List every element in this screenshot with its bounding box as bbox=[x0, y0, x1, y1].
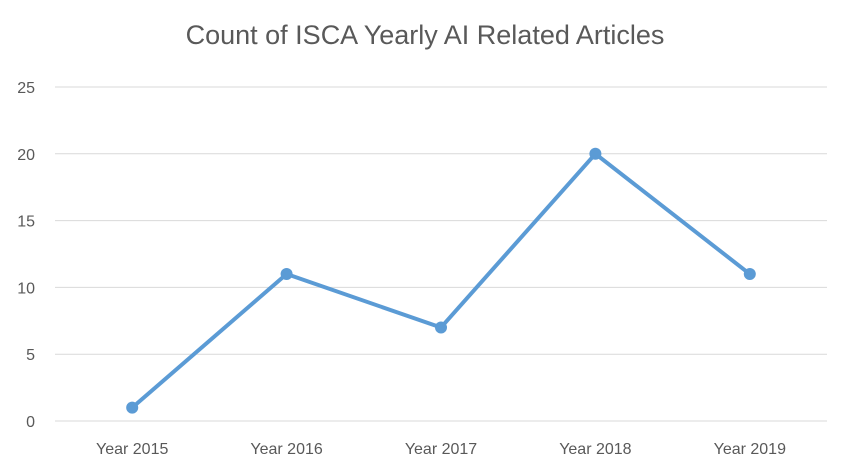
y-axis-ticks: 0 5 10 15 20 25 bbox=[17, 80, 35, 431]
y-tick-label: 5 bbox=[26, 347, 35, 364]
series-layer bbox=[126, 147, 756, 414]
data-point bbox=[589, 147, 602, 160]
data-point bbox=[280, 268, 293, 281]
chart-title: Count of ISCA Yearly AI Related Articles bbox=[185, 20, 665, 50]
x-tick-label: Year 2016 bbox=[250, 441, 322, 458]
data-point bbox=[435, 321, 447, 334]
series-line bbox=[130, 151, 752, 410]
y-tick-label: 25 bbox=[17, 80, 35, 97]
y-tick-label: 15 bbox=[17, 214, 35, 231]
x-tick-label: Year 2015 bbox=[96, 441, 168, 458]
x-axis-ticks: Year 2015 Year 2016 Year 2017 Year 2018 Year… bbox=[96, 441, 786, 458]
x-tick-label: Year 2018 bbox=[559, 441, 631, 458]
data-point bbox=[743, 268, 756, 281]
x-tick-label: Year 2019 bbox=[714, 441, 786, 458]
data-point bbox=[126, 401, 139, 414]
y-tick-label: 0 bbox=[26, 414, 35, 431]
gridlines bbox=[55, 86, 827, 422]
y-tick-label: 20 bbox=[17, 147, 35, 164]
x-tick-label: Year 2017 bbox=[405, 441, 477, 458]
y-tick-label: 10 bbox=[17, 280, 35, 297]
